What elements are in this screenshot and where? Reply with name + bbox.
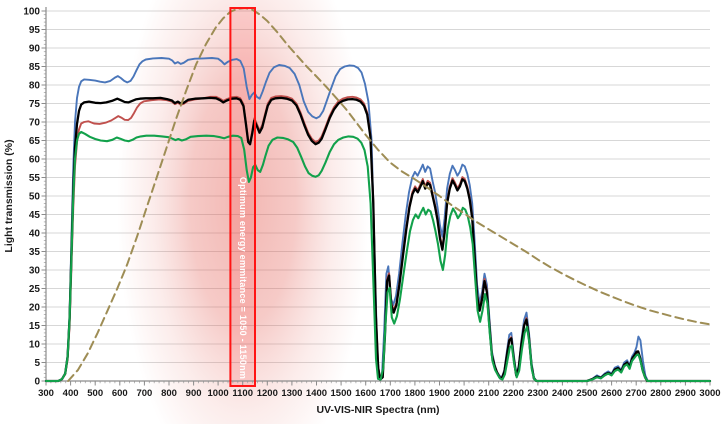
x-tick-label: 2900 bbox=[675, 388, 696, 399]
x-tick-label: 900 bbox=[186, 388, 202, 399]
x-tick-label: 2200 bbox=[503, 388, 524, 399]
x-tick-label: 2700 bbox=[626, 388, 647, 399]
y-tick-label: 90 bbox=[29, 44, 41, 55]
x-tick-label: 500 bbox=[87, 388, 103, 399]
x-tick-label: 400 bbox=[63, 388, 79, 399]
x-tick-label: 1400 bbox=[306, 388, 327, 399]
x-tick-label: 1300 bbox=[281, 388, 302, 399]
y-tick-label: 95 bbox=[29, 25, 41, 36]
x-tick-label: 1100 bbox=[232, 388, 253, 399]
y-tick-label: 65 bbox=[29, 136, 41, 147]
x-tick-label: 1600 bbox=[355, 388, 376, 399]
y-tick-label: 45 bbox=[29, 210, 41, 221]
y-tick-label: 85 bbox=[29, 62, 41, 73]
y-tick-label: 25 bbox=[29, 284, 41, 295]
y-tick-label: 5 bbox=[34, 358, 40, 369]
series-lines bbox=[44, 7, 712, 383]
x-tick-label: 800 bbox=[161, 388, 177, 399]
y-tick-label: 75 bbox=[29, 99, 41, 110]
y-tick-label: 0 bbox=[34, 377, 40, 388]
x-tick-label: 1200 bbox=[257, 388, 278, 399]
axes: 300 400 500 600 700 800 900 1000 1100 1200 1300 140… bbox=[23, 7, 720, 400]
highlight-band-border bbox=[229, 7, 256, 387]
x-tick-label: 1000 bbox=[208, 388, 229, 399]
y-tick-label: 100 bbox=[23, 7, 40, 18]
highlight-band-label: Optimum energy emmitance = 1050 - 1150nm bbox=[238, 177, 248, 379]
x-tick-label: 2600 bbox=[601, 388, 622, 399]
x-tick-label: 2400 bbox=[552, 388, 573, 399]
x-tick-label: 600 bbox=[112, 388, 128, 399]
y-axis-title: Light transmission (%) bbox=[3, 139, 15, 252]
x-tick-label: 2500 bbox=[576, 388, 597, 399]
y-tick-label: 60 bbox=[29, 155, 41, 166]
y-tick-label: 40 bbox=[29, 229, 41, 240]
y-tick-label: 55 bbox=[29, 173, 41, 184]
x-tick-label: 1500 bbox=[331, 388, 352, 399]
series-green-solid bbox=[44, 130, 712, 383]
x-tick-label: 300 bbox=[38, 388, 54, 399]
highlight-band-fill bbox=[230, 8, 255, 386]
x-tick-label: 1800 bbox=[404, 388, 425, 399]
x-tick-label: 3000 bbox=[699, 388, 720, 399]
x-tick-label: 2800 bbox=[650, 388, 671, 399]
x-tick-label: 2300 bbox=[527, 388, 548, 399]
series-tan-dashed bbox=[67, 7, 711, 382]
y-tick-label: 10 bbox=[29, 340, 41, 351]
x-tick-label: 1900 bbox=[429, 388, 450, 399]
y-tick-label: 50 bbox=[29, 192, 41, 203]
y-tick-label: 30 bbox=[29, 266, 41, 277]
y-tick-label: 35 bbox=[29, 247, 41, 258]
x-tick-label: 2100 bbox=[478, 388, 499, 399]
y-tick-label: 70 bbox=[29, 118, 41, 129]
y-tick-label: 80 bbox=[29, 81, 41, 92]
y-tick-label: 20 bbox=[29, 303, 41, 314]
x-tick-label: 700 bbox=[136, 388, 152, 399]
x-tick-label: 1700 bbox=[380, 388, 401, 399]
x-axis-title: UV-VIS-NIR Spectra (nm) bbox=[316, 404, 439, 416]
y-tick-label: 15 bbox=[29, 321, 41, 332]
x-tick-label: 2000 bbox=[454, 388, 475, 399]
